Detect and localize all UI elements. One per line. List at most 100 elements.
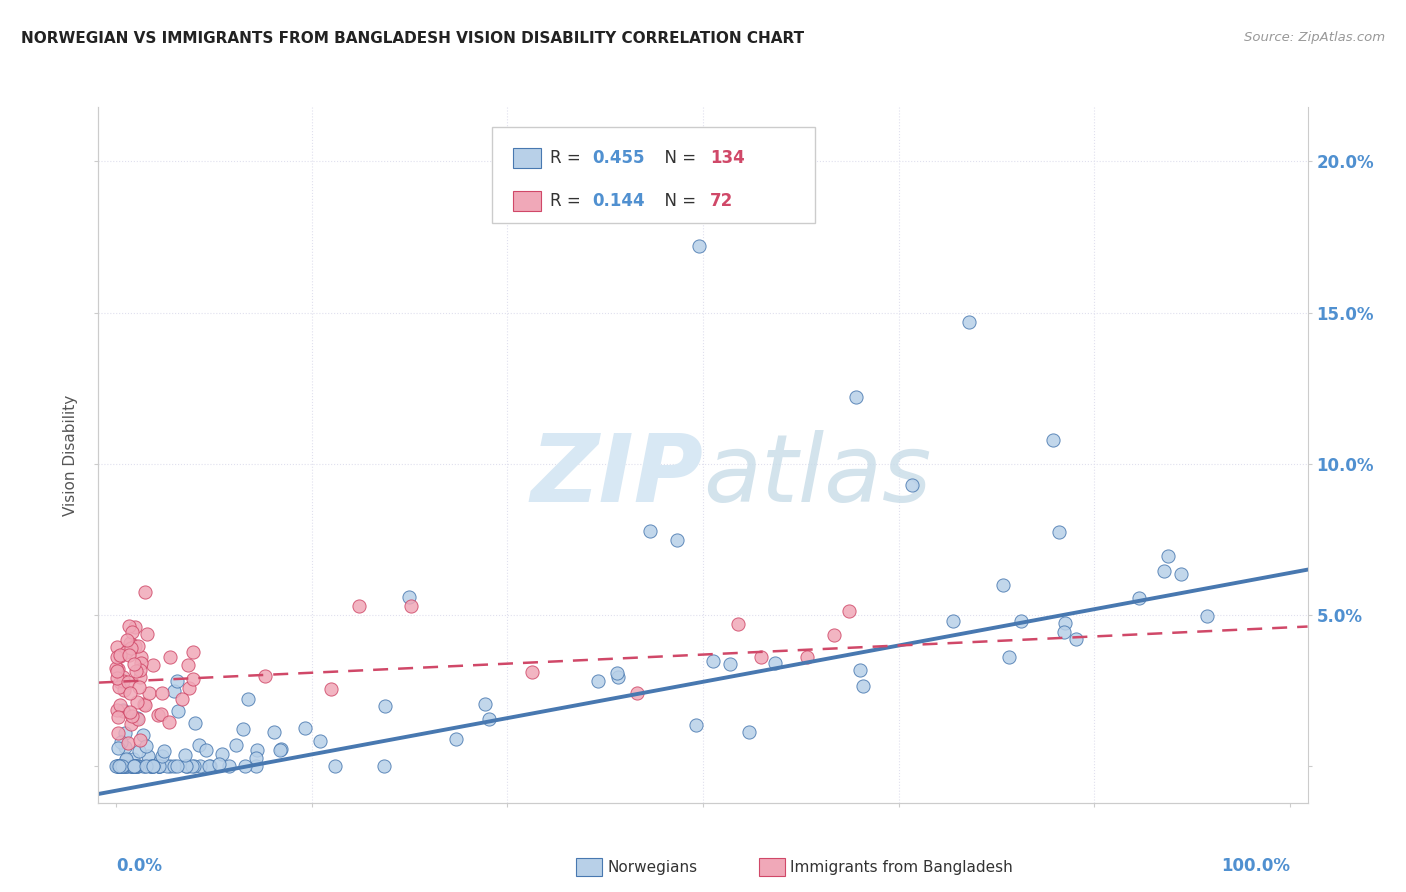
Point bbox=[105, 671, 128, 685]
Point bbox=[374, 699, 396, 714]
Point bbox=[107, 709, 129, 723]
Point bbox=[128, 680, 150, 694]
Point bbox=[134, 759, 156, 773]
Point bbox=[110, 735, 132, 749]
Point bbox=[117, 674, 139, 689]
Point bbox=[112, 704, 135, 718]
Point bbox=[115, 753, 138, 767]
Point bbox=[195, 743, 218, 757]
Point bbox=[796, 649, 818, 664]
Point bbox=[150, 749, 173, 764]
Point bbox=[233, 759, 256, 773]
Point bbox=[1197, 609, 1219, 624]
Point bbox=[105, 759, 128, 773]
Point bbox=[998, 650, 1021, 665]
Point bbox=[183, 759, 205, 773]
Point bbox=[245, 759, 267, 773]
Point bbox=[139, 759, 162, 773]
Point bbox=[245, 751, 267, 765]
Point bbox=[129, 733, 152, 747]
Point bbox=[107, 759, 129, 773]
Point bbox=[115, 752, 138, 766]
Point bbox=[148, 708, 170, 723]
Point bbox=[763, 656, 786, 670]
Point bbox=[114, 726, 136, 740]
Point bbox=[157, 714, 180, 729]
Text: 72: 72 bbox=[710, 192, 734, 210]
Point bbox=[124, 639, 146, 653]
Point bbox=[399, 599, 422, 613]
Point bbox=[124, 759, 146, 773]
Text: Norwegians: Norwegians bbox=[607, 860, 697, 874]
Point bbox=[121, 709, 143, 723]
Point bbox=[121, 759, 143, 773]
Point bbox=[111, 669, 134, 683]
Point bbox=[122, 759, 145, 773]
Point bbox=[181, 644, 204, 658]
Point bbox=[115, 632, 138, 647]
Point bbox=[108, 759, 131, 773]
Point bbox=[129, 664, 152, 678]
Point bbox=[1010, 614, 1032, 628]
Point bbox=[139, 759, 162, 773]
Point bbox=[120, 759, 142, 773]
Point bbox=[134, 585, 156, 599]
Point bbox=[848, 664, 870, 678]
Text: R =: R = bbox=[550, 149, 586, 167]
Point bbox=[125, 664, 148, 678]
Point bbox=[118, 686, 141, 700]
Point bbox=[120, 716, 142, 731]
Point bbox=[163, 759, 186, 773]
Point bbox=[120, 759, 142, 773]
Point bbox=[108, 675, 131, 690]
Text: atlas: atlas bbox=[703, 430, 931, 521]
Point bbox=[114, 755, 136, 769]
Y-axis label: Vision Disability: Vision Disability bbox=[63, 394, 79, 516]
Point bbox=[136, 627, 159, 641]
Point bbox=[115, 759, 138, 773]
Point bbox=[823, 628, 845, 642]
Point bbox=[607, 670, 630, 684]
Point bbox=[1170, 567, 1192, 582]
Point bbox=[1053, 616, 1076, 631]
Point bbox=[142, 657, 165, 672]
Point bbox=[174, 759, 197, 773]
Point bbox=[105, 649, 128, 664]
Point bbox=[148, 759, 170, 773]
Point bbox=[845, 391, 868, 405]
Point bbox=[838, 604, 860, 618]
Point bbox=[108, 759, 131, 773]
Point bbox=[522, 665, 544, 679]
Point bbox=[586, 673, 609, 688]
Point bbox=[125, 711, 148, 725]
Point bbox=[128, 671, 150, 685]
Text: N =: N = bbox=[654, 149, 702, 167]
Point bbox=[246, 743, 269, 757]
Point bbox=[122, 759, 145, 773]
Point bbox=[150, 707, 173, 722]
Point bbox=[124, 620, 146, 634]
Point bbox=[852, 679, 875, 693]
Point bbox=[174, 748, 197, 763]
Point bbox=[207, 756, 229, 771]
Point bbox=[121, 759, 143, 773]
Point bbox=[181, 672, 204, 686]
Point bbox=[718, 657, 741, 671]
Point bbox=[107, 662, 129, 676]
Point bbox=[111, 759, 134, 773]
Point bbox=[134, 698, 156, 713]
Point bbox=[901, 478, 924, 492]
Point bbox=[172, 691, 194, 706]
Point bbox=[107, 759, 129, 773]
Point bbox=[225, 738, 247, 752]
Point bbox=[108, 759, 131, 773]
Point bbox=[294, 721, 316, 735]
Point bbox=[111, 673, 134, 688]
Text: N =: N = bbox=[654, 192, 702, 210]
Point bbox=[107, 741, 129, 756]
Point bbox=[115, 645, 138, 659]
Point bbox=[127, 759, 149, 773]
Point bbox=[232, 722, 254, 736]
Point bbox=[749, 649, 772, 664]
Point bbox=[148, 759, 170, 773]
